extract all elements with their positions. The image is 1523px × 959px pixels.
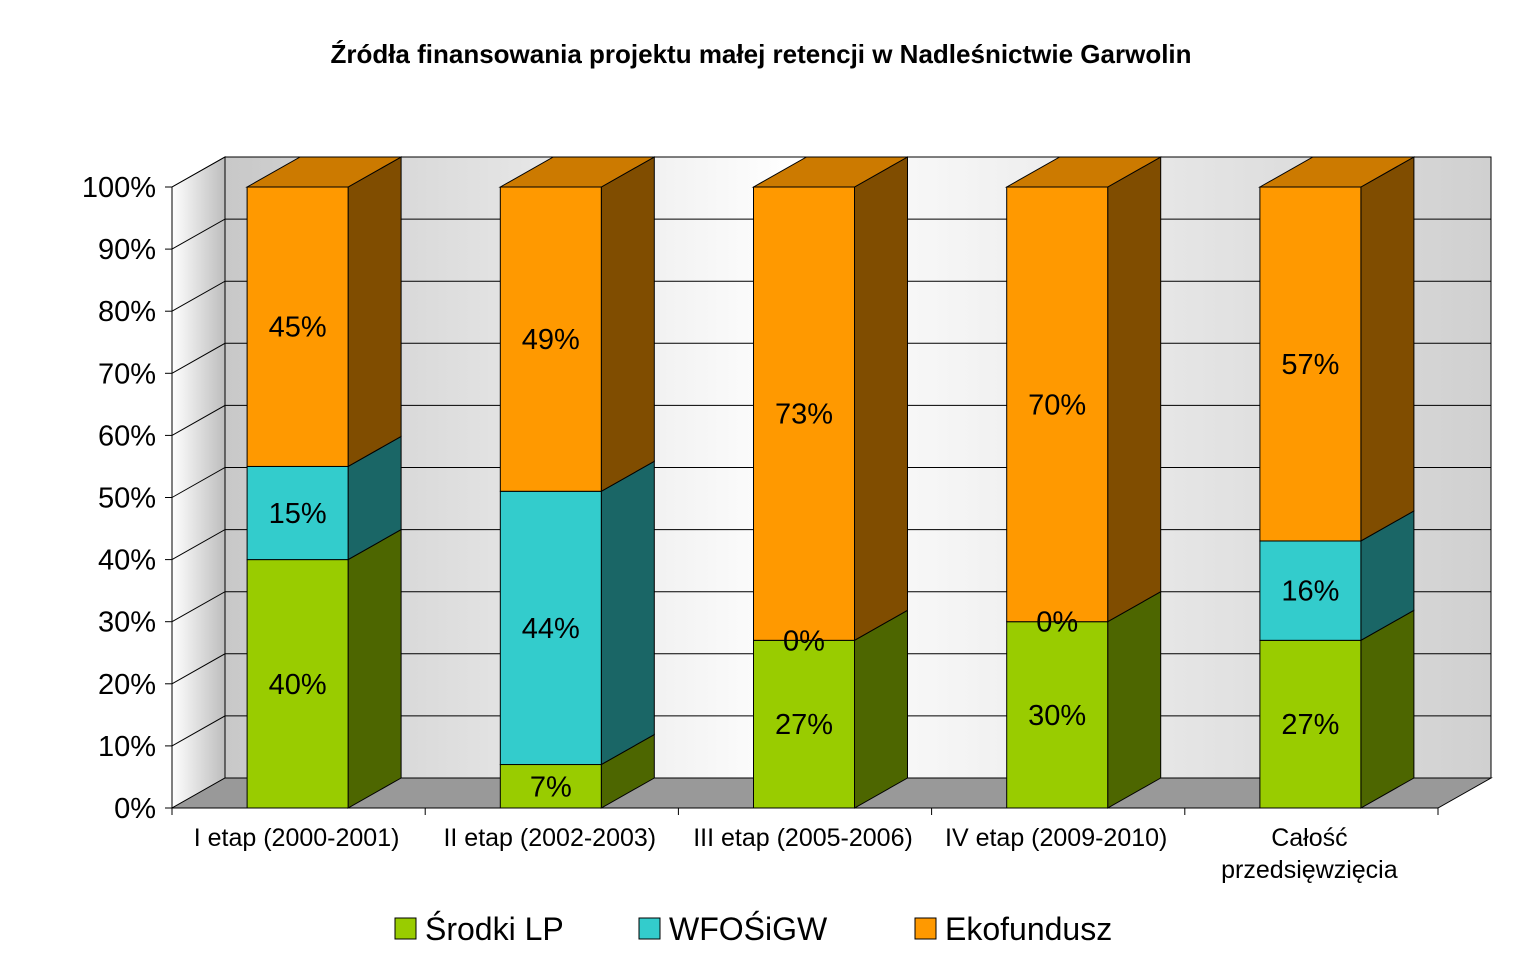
data-label: 0% — [1036, 607, 1078, 639]
bar-top — [245, 156, 403, 188]
y-tick-label: 40% — [98, 545, 156, 577]
bar-front — [499, 490, 602, 766]
data-label: 7% — [530, 771, 572, 803]
y-tick-label: 100% — [82, 172, 156, 204]
legend-item: Ekofundusz — [914, 911, 1112, 947]
x-tick-label: IV etap (2009-2010) — [945, 824, 1167, 852]
bar-side — [600, 156, 655, 493]
data-label: 0% — [783, 625, 825, 657]
chart-title: Źródła finansowania projektu małej reten… — [330, 39, 1191, 69]
bar-top — [751, 156, 910, 188]
bar-side — [854, 156, 908, 642]
bar-segment — [499, 460, 655, 766]
bar-side — [1360, 156, 1415, 542]
legend-item: WFOŚiGW — [638, 911, 828, 947]
bar-side — [600, 460, 655, 766]
data-label: 49% — [522, 324, 580, 356]
bar-side — [347, 156, 402, 468]
data-label: 40% — [269, 669, 327, 701]
bar-front — [246, 559, 349, 809]
y-tick-label: 70% — [98, 358, 156, 390]
bar-segment — [246, 528, 402, 809]
data-label: 73% — [775, 399, 833, 431]
bar-top — [1258, 156, 1416, 188]
bar-front — [753, 639, 855, 809]
bar-segment — [499, 733, 655, 809]
y-tick-label: 20% — [98, 669, 156, 701]
y-axis: 0% 10% 20% 30% 40% 50% 60% 70% 80% 90% 100% — [82, 172, 173, 825]
bar-segment — [1258, 156, 1416, 542]
y-tick-label: 0% — [114, 793, 156, 825]
bar-segment — [1004, 156, 1163, 623]
bar-side — [1107, 156, 1162, 623]
bars: 40% 15% 45% 7% 44% 49% 27% 0% 73% 30% 0% 70% 27% 16% 5… — [245, 156, 1416, 809]
y-tick-label: 90% — [98, 234, 156, 266]
data-label: 44% — [522, 613, 580, 645]
bar-front — [1006, 621, 1109, 809]
x-tick-label: Całość przedsięwzięcia — [1221, 824, 1398, 884]
legend: Środki LP WFOŚiGW Ekofundusz — [394, 911, 1112, 947]
x-tick-label: III etap (2005-2006) — [693, 824, 913, 852]
y-tick-label: 10% — [98, 731, 156, 763]
bar-front — [1006, 186, 1109, 623]
x-axis: I etap (2000-2001) II etap (2002-2003) III… — [171, 807, 1439, 884]
data-label: 27% — [1281, 709, 1339, 741]
data-label: 16% — [1281, 576, 1339, 608]
y-tick-label: 50% — [98, 483, 156, 515]
x-tick-label: II etap (2002-2003) — [443, 824, 656, 852]
bar-segment — [1006, 590, 1162, 809]
legend-item: Środki LP — [394, 911, 564, 947]
bar-top — [498, 156, 657, 188]
bar-segment — [245, 156, 403, 468]
bar-side — [347, 528, 402, 809]
y-tick-label: 80% — [98, 296, 156, 328]
legend-label: WFOŚiGW — [669, 911, 828, 947]
data-label: 70% — [1028, 389, 1086, 421]
bar-segment — [751, 156, 910, 642]
bar-side — [1360, 609, 1415, 809]
legend-swatch — [394, 917, 417, 940]
data-label: 45% — [269, 312, 327, 344]
x-tick-label: I etap (2000-2001) — [194, 824, 400, 852]
bar-top — [1004, 156, 1163, 188]
bar-side — [1107, 590, 1162, 809]
bar-front — [1259, 186, 1362, 542]
data-label: 27% — [775, 709, 833, 741]
bar-front — [753, 186, 855, 641]
y-tick-label: 60% — [98, 420, 156, 452]
bar-front — [499, 186, 602, 492]
bar-segment — [1259, 510, 1415, 642]
bar-segment — [753, 609, 908, 809]
bar-front — [246, 465, 349, 561]
legend-label: Środki LP — [425, 911, 564, 947]
data-label: 30% — [1028, 700, 1086, 732]
legend-swatch — [638, 917, 661, 940]
legend-swatch — [914, 917, 937, 940]
bar-front — [1259, 540, 1362, 641]
y-tick-label: 30% — [98, 607, 156, 639]
bar-segment — [1259, 609, 1415, 809]
bar-segment — [498, 156, 657, 493]
bar-front — [1259, 639, 1362, 809]
legend-label: Ekofundusz — [945, 911, 1112, 947]
data-label: 57% — [1281, 349, 1339, 381]
data-label: 15% — [269, 498, 327, 530]
bar-side — [854, 609, 908, 809]
